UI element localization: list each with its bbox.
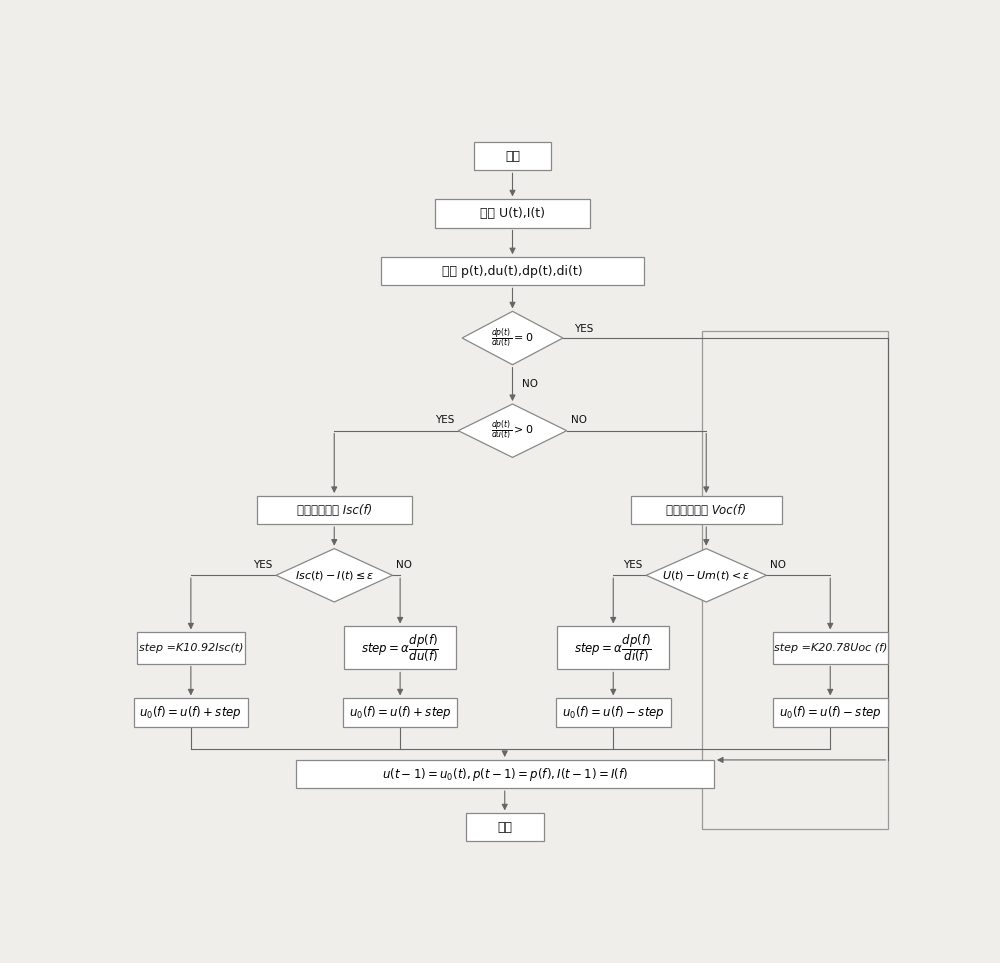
Text: step =K10.92Isc(t): step =K10.92Isc(t) bbox=[139, 643, 243, 653]
Text: $u_0(f)=u(f)+step$: $u_0(f)=u(f)+step$ bbox=[349, 704, 452, 721]
Text: $u_0(f)=u(f)+step$: $u_0(f)=u(f)+step$ bbox=[139, 704, 242, 721]
Bar bbox=[474, 143, 551, 170]
Bar bbox=[343, 698, 457, 726]
Text: 计算短路电流 Isc(f): 计算短路电流 Isc(f) bbox=[297, 504, 372, 516]
Text: $u_0(f)=u(f)-step$: $u_0(f)=u(f)-step$ bbox=[779, 704, 882, 721]
Text: YES: YES bbox=[574, 325, 594, 334]
Text: $step=\alpha\dfrac{dp(f)}{du(f)}$: $step=\alpha\dfrac{dp(f)}{du(f)}$ bbox=[361, 632, 439, 664]
Bar bbox=[137, 633, 245, 664]
Bar bbox=[773, 698, 888, 726]
Bar bbox=[296, 760, 714, 788]
Polygon shape bbox=[462, 311, 563, 365]
Polygon shape bbox=[646, 549, 766, 602]
Bar bbox=[557, 627, 669, 669]
Text: 返回: 返回 bbox=[497, 820, 512, 834]
Text: $step=\alpha\dfrac{dp(f)}{di(f)}$: $step=\alpha\dfrac{dp(f)}{di(f)}$ bbox=[574, 632, 652, 664]
Text: NO: NO bbox=[571, 415, 587, 426]
Bar bbox=[344, 627, 456, 669]
Text: YES: YES bbox=[435, 415, 454, 426]
Text: $\frac{dp(t)}{du(t)}>0$: $\frac{dp(t)}{du(t)}>0$ bbox=[491, 419, 534, 442]
Text: NO: NO bbox=[770, 560, 786, 570]
Text: $Isc(t)-I(t)\leq\varepsilon$: $Isc(t)-I(t)\leq\varepsilon$ bbox=[295, 569, 374, 582]
Text: 采样 U(t),I(t): 采样 U(t),I(t) bbox=[480, 207, 545, 220]
Bar bbox=[381, 257, 644, 285]
Text: 计算开路电压 Voc(f): 计算开路电压 Voc(f) bbox=[666, 504, 746, 516]
Text: $u(t-1)=u_0(t),p(t-1)=p(f),I(t-1)=I(f)$: $u(t-1)=u_0(t),p(t-1)=p(f),I(t-1)=I(f)$ bbox=[382, 766, 628, 783]
Text: 开始: 开始 bbox=[505, 150, 520, 163]
Text: YES: YES bbox=[253, 560, 272, 570]
Bar bbox=[466, 814, 544, 842]
Text: YES: YES bbox=[623, 560, 642, 570]
Polygon shape bbox=[458, 404, 567, 457]
Text: step =K20.78Uoc (f): step =K20.78Uoc (f) bbox=[774, 643, 887, 653]
Text: $U(t)-Um(t)<\varepsilon$: $U(t)-Um(t)<\varepsilon$ bbox=[662, 569, 750, 582]
Bar bbox=[773, 633, 888, 664]
Text: NO: NO bbox=[522, 379, 538, 389]
Text: $u_0(f)=u(f)-step$: $u_0(f)=u(f)-step$ bbox=[562, 704, 665, 721]
Text: 计算 p(t),du(t),dp(t),di(t): 计算 p(t),du(t),dp(t),di(t) bbox=[442, 265, 583, 277]
Text: $\frac{dp(t)}{du(t)}=0$: $\frac{dp(t)}{du(t)}=0$ bbox=[491, 326, 534, 350]
Bar bbox=[134, 698, 248, 726]
Bar bbox=[435, 199, 590, 227]
Polygon shape bbox=[276, 549, 392, 602]
Bar bbox=[556, 698, 671, 726]
Bar bbox=[631, 496, 782, 524]
Bar bbox=[257, 496, 412, 524]
Text: NO: NO bbox=[396, 560, 412, 570]
Bar bbox=[702, 330, 888, 829]
